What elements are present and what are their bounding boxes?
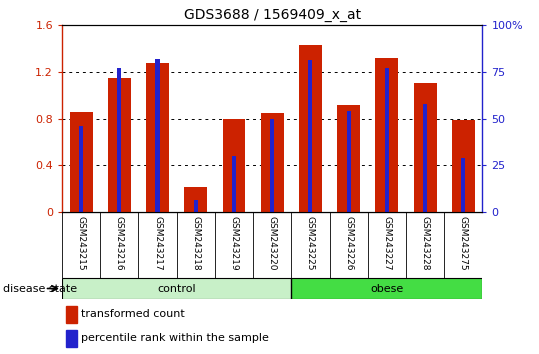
Bar (70, 112, 93, 212)
Bar (347, 111, 351, 212)
Title: GDS3688 / 1569409_x_at: GDS3688 / 1569409_x_at (184, 8, 361, 22)
Text: GSM243228: GSM243228 (420, 216, 430, 271)
Text: control: control (157, 284, 196, 293)
Bar (413, 84, 437, 212)
Text: GSM243220: GSM243220 (268, 216, 277, 271)
Bar (261, 113, 284, 212)
Text: GSM243225: GSM243225 (306, 216, 315, 271)
Bar (375, 58, 398, 212)
Text: GSM243215: GSM243215 (77, 216, 86, 271)
Bar (66, 330, 77, 347)
Bar (66, 306, 77, 323)
Bar (223, 119, 245, 212)
Bar (62, 278, 291, 299)
Text: disease state: disease state (3, 284, 77, 293)
Bar (79, 126, 83, 212)
Text: GSM243219: GSM243219 (230, 216, 238, 271)
Bar (118, 68, 121, 212)
Bar (385, 68, 389, 212)
Text: GSM243216: GSM243216 (115, 216, 124, 271)
Text: GSM243275: GSM243275 (459, 216, 468, 271)
Text: GSM243217: GSM243217 (153, 216, 162, 271)
Bar (232, 156, 236, 212)
Bar (337, 104, 360, 212)
Bar (270, 119, 274, 212)
Text: percentile rank within the sample: percentile rank within the sample (81, 333, 269, 343)
Bar (108, 78, 131, 212)
Text: GSM243226: GSM243226 (344, 216, 353, 271)
Bar (299, 45, 322, 212)
Text: GSM243218: GSM243218 (191, 216, 201, 271)
Bar (461, 158, 465, 212)
Bar (291, 278, 482, 299)
Text: GSM243227: GSM243227 (382, 216, 391, 271)
Bar (423, 104, 427, 212)
Bar (155, 58, 160, 212)
Text: transformed count: transformed count (81, 309, 185, 319)
Bar (194, 200, 198, 212)
Bar (146, 63, 169, 212)
Bar (308, 61, 313, 212)
Bar (452, 120, 475, 212)
Text: obese: obese (370, 284, 404, 293)
Bar (184, 187, 207, 212)
